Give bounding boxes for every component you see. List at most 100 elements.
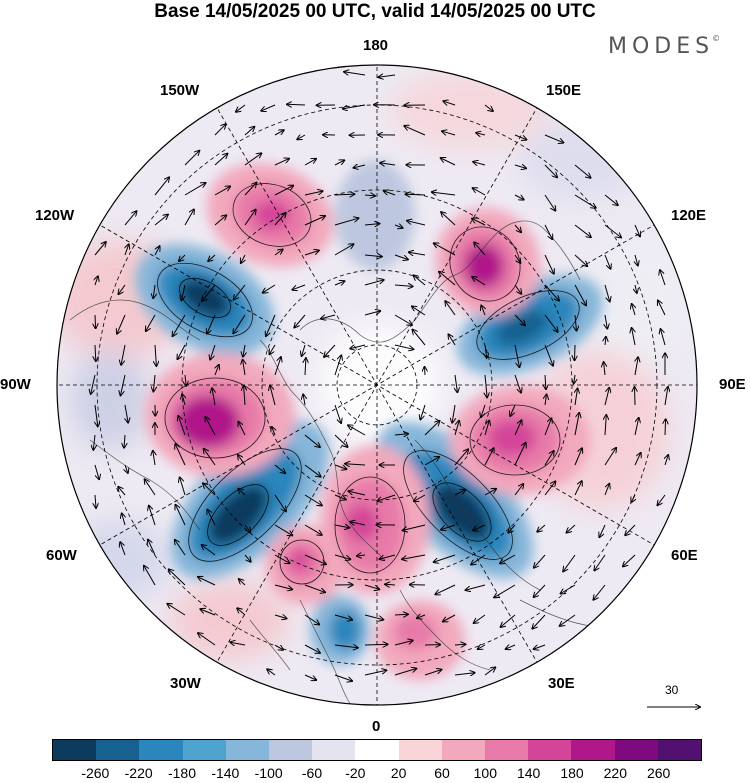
wind-vector-arrow bbox=[454, 644, 465, 645]
wind-vector-arrow bbox=[485, 374, 487, 397]
wind-vector-arrow bbox=[334, 218, 358, 226]
wind-vector-arrow bbox=[434, 554, 456, 562]
wind-vector-arrow bbox=[599, 524, 606, 537]
wind-vector-arrow bbox=[145, 479, 156, 496]
wind-vector-arrow bbox=[348, 425, 366, 436]
wind-vector-arrow bbox=[403, 524, 426, 530]
colorbar-swatch bbox=[614, 740, 658, 760]
wind-vector-arrow bbox=[544, 134, 563, 143]
lon-label-90w: 90W bbox=[0, 376, 31, 393]
wind-vector-arrow bbox=[95, 494, 96, 508]
wind-vector-arrow bbox=[574, 164, 591, 178]
wind-vector-arrow bbox=[119, 284, 126, 294]
wind-vector-arrow bbox=[605, 415, 606, 436]
wind-vector-arrow bbox=[91, 374, 96, 394]
lon-label-0: 0 bbox=[372, 718, 381, 735]
wind-vector-arrow bbox=[334, 281, 344, 285]
wind-vector-arrow bbox=[658, 494, 666, 505]
wind-vector-arrow bbox=[594, 554, 606, 570]
wind-vector-arrow bbox=[660, 270, 666, 286]
wind-vector-arrow bbox=[334, 674, 352, 681]
wind-vector-arrow bbox=[180, 478, 186, 496]
wind-vector-arrow bbox=[514, 284, 521, 294]
wind-vector-arrow bbox=[208, 254, 216, 261]
wind-vector-arrow bbox=[274, 464, 285, 473]
wind-vector-arrow bbox=[181, 284, 186, 300]
wind-vector-arrow bbox=[118, 487, 126, 496]
wind-vector-arrow bbox=[154, 177, 169, 196]
colorbar-tick-label: 60 bbox=[434, 765, 450, 781]
wind-vector-arrow bbox=[274, 250, 283, 256]
wind-vector-arrow bbox=[454, 449, 468, 466]
wind-vector-arrow bbox=[214, 124, 226, 136]
wind-vector-arrow bbox=[334, 194, 354, 195]
wind-vector-arrow bbox=[334, 614, 352, 620]
wind-vector-arrow bbox=[604, 224, 621, 238]
colorbar bbox=[52, 739, 702, 761]
wind-vector-arrow bbox=[176, 505, 186, 526]
wind-vector-arrow bbox=[198, 633, 216, 646]
wind-vector-arrow bbox=[184, 183, 206, 196]
wind-vector-arrow bbox=[604, 388, 609, 406]
wind-vector-arrow bbox=[605, 314, 607, 329]
wind-vector-arrow bbox=[263, 284, 276, 293]
wind-vector-arrow bbox=[544, 224, 552, 239]
wind-vector-arrow bbox=[514, 165, 526, 168]
wind-vector-arrow bbox=[514, 443, 526, 466]
colorbar-swatch bbox=[528, 740, 572, 760]
wind-vector-arrow bbox=[544, 284, 559, 301]
wind-vector-arrow bbox=[212, 388, 215, 406]
wind-vector-arrow bbox=[243, 360, 245, 376]
wind-vector-arrow bbox=[394, 344, 413, 349]
wind-vectors bbox=[91, 72, 669, 681]
wind-vector-arrow bbox=[575, 344, 576, 360]
wind-vector-arrow bbox=[304, 434, 320, 447]
wind-vector-arrow bbox=[304, 191, 323, 196]
wind-vector-arrow bbox=[182, 394, 185, 406]
wind-vector-arrow bbox=[274, 644, 283, 650]
wind-vector-arrow bbox=[454, 490, 465, 496]
wind-vector-arrow bbox=[474, 614, 486, 623]
wind-vector-arrow bbox=[302, 344, 305, 356]
wind-vector-arrow bbox=[604, 448, 616, 466]
wind-vector-arrow bbox=[124, 434, 125, 448]
wind-vector-arrow bbox=[321, 314, 336, 319]
wind-vector-arrow bbox=[394, 669, 416, 676]
wind-vector-arrow bbox=[472, 219, 486, 226]
wind-vector-arrow bbox=[625, 524, 636, 535]
wind-vector-arrow bbox=[266, 314, 276, 336]
wind-vector-arrow bbox=[334, 525, 349, 528]
wind-vector-arrow bbox=[184, 151, 199, 166]
wind-vector-arrow bbox=[167, 604, 186, 616]
lon-label-120w: 120W bbox=[35, 207, 75, 224]
wind-vector-arrow bbox=[364, 311, 380, 316]
wind-vector-arrow bbox=[394, 254, 408, 260]
wind-vector-arrow bbox=[274, 357, 281, 376]
anomaly-field bbox=[57, 65, 697, 705]
wind-vector-arrow bbox=[380, 554, 396, 559]
wind-vector-arrow bbox=[435, 584, 456, 594]
colorbar-tick-label: -260 bbox=[81, 765, 110, 781]
wind-vector-arrow bbox=[184, 210, 194, 226]
wind-vector-arrow bbox=[178, 416, 186, 436]
wind-vector-arrow bbox=[439, 272, 456, 286]
colorbar-tick-label: 180 bbox=[560, 765, 584, 781]
wind-vector-arrow bbox=[514, 314, 525, 325]
wind-vector-arrow bbox=[94, 242, 106, 256]
wind-vector-arrow bbox=[125, 244, 129, 256]
wind-vector-arrow bbox=[665, 387, 668, 406]
wind-vector-arrow bbox=[334, 494, 346, 500]
wind-vector-arrow bbox=[292, 284, 306, 290]
wind-vector-arrow bbox=[414, 494, 426, 501]
wind-vector-arrow bbox=[665, 419, 666, 436]
wind-vector-arrow bbox=[304, 494, 322, 506]
wind-vector-arrow bbox=[125, 464, 128, 473]
wind-vector-arrow bbox=[377, 494, 396, 501]
wind-vector-arrow bbox=[634, 418, 639, 436]
wind-vector-arrow bbox=[214, 215, 226, 226]
wind-vector-arrow bbox=[95, 314, 96, 328]
wind-vector-arrow bbox=[364, 195, 375, 196]
wind-vector-arrow bbox=[635, 387, 636, 406]
polar-map bbox=[56, 64, 750, 735]
wind-vector-arrow bbox=[304, 644, 320, 653]
